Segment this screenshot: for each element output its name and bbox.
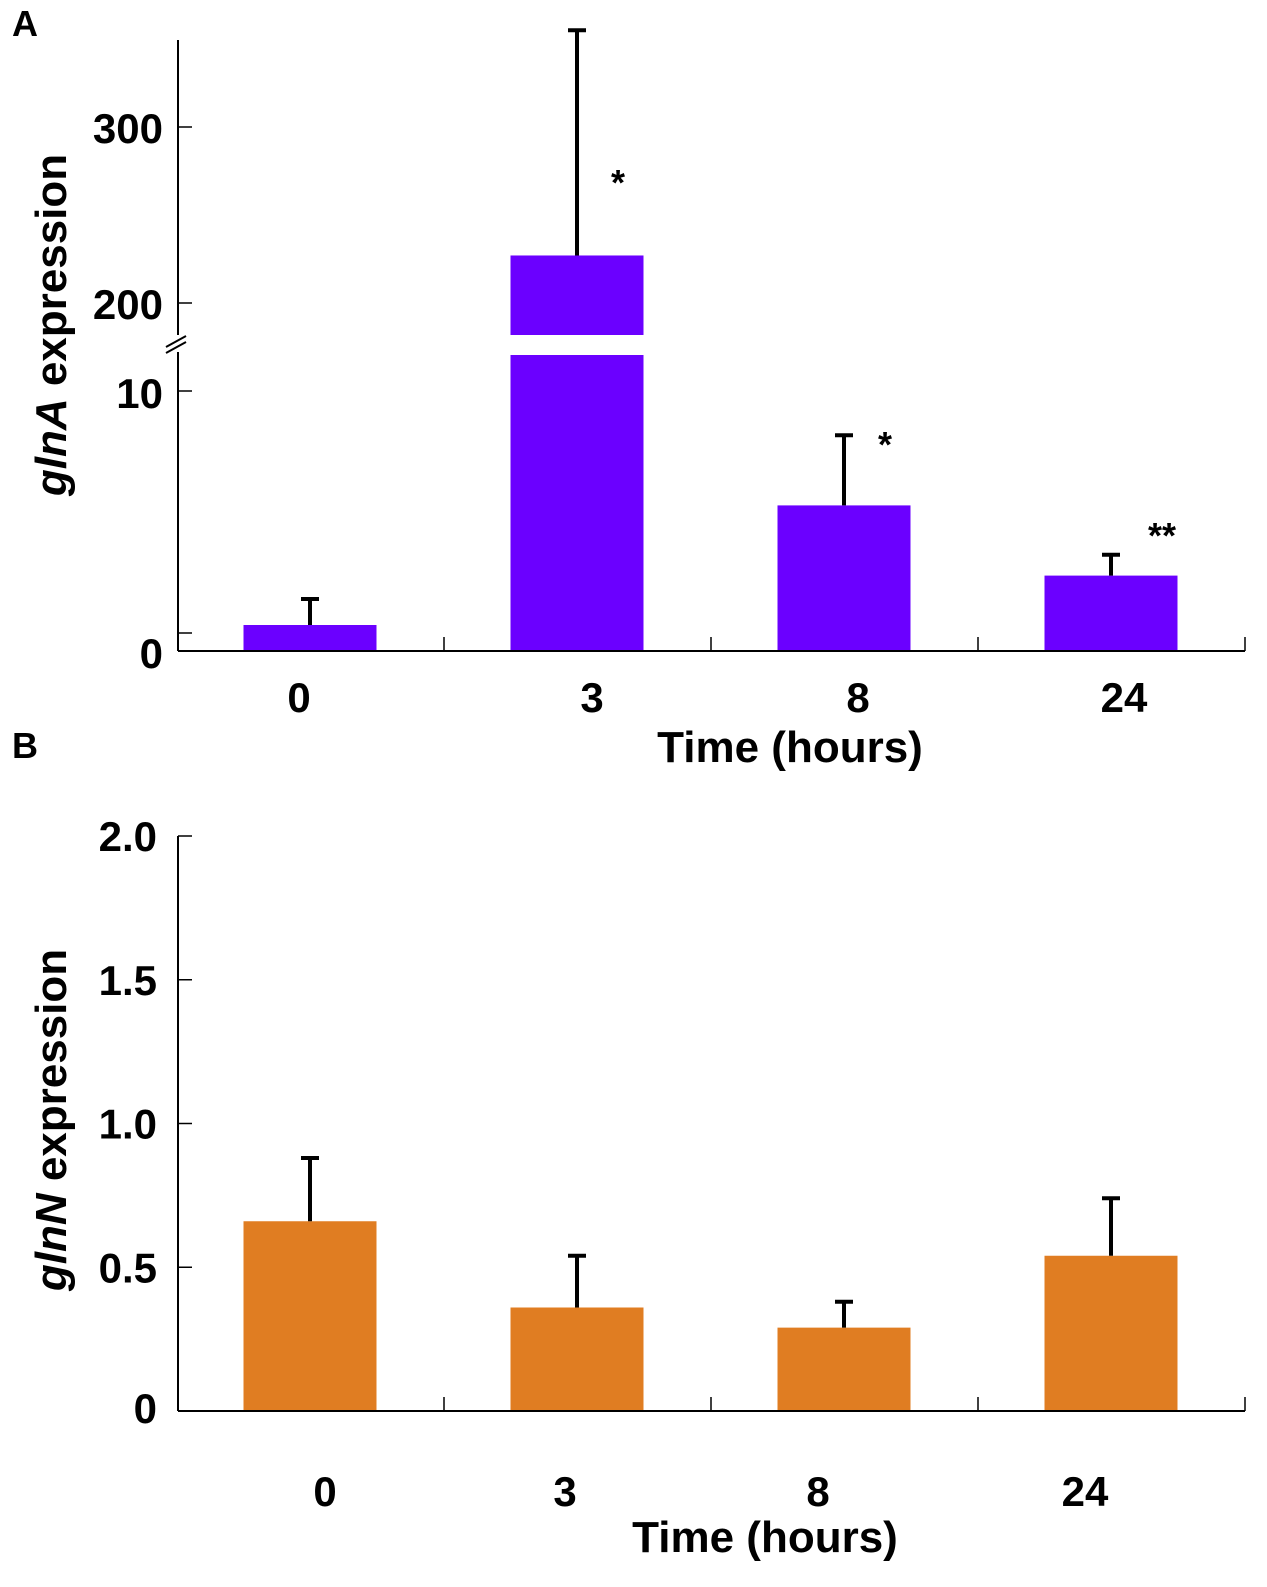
- bar: [243, 1221, 377, 1411]
- bar: [1044, 575, 1178, 651]
- bar: [510, 1307, 644, 1411]
- panel-a-y-axis-title-rest: expression: [27, 154, 76, 399]
- y-tick-label: 2.0: [99, 813, 157, 860]
- y-tick-label: 300: [93, 105, 163, 152]
- y-tick-label: 200: [93, 281, 163, 328]
- panel-a-x-ticks: 0 3 8 24: [287, 637, 1246, 721]
- x-tick-label: 24: [1062, 1468, 1109, 1515]
- panel-a-y-ticks: 0 10 200 300: [93, 105, 192, 677]
- significance-label: *: [611, 162, 625, 203]
- x-tick-label: 8: [806, 1468, 829, 1515]
- x-tick-label: 24: [1101, 674, 1148, 721]
- significance-label: **: [1148, 515, 1176, 556]
- panel-b-y-axis-title: glnN expression: [27, 949, 76, 1292]
- bar: [510, 355, 644, 651]
- panel-b-y-axis-title-rest: expression: [27, 949, 76, 1194]
- panel-a-axis-break-mark: [165, 341, 187, 354]
- panel-b-y-ticks: 0 0.5 1.0 1.5 2.0: [99, 813, 192, 1432]
- panel-b-marks: [243, 1156, 1178, 1411]
- x-tick-label: 0: [313, 1468, 336, 1515]
- significance-label: *: [878, 424, 892, 465]
- bar: [777, 1327, 911, 1411]
- y-tick-label: 1.0: [99, 1101, 157, 1148]
- panel-b: B 0 3 8 24 0 0.5 1.0 1.5 2.0 Time (hours) glnN …: [12, 725, 1246, 1562]
- panel-b-x-ticks: 0 3 8 24: [313, 1397, 1246, 1515]
- y-tick-label: 0: [134, 1385, 157, 1432]
- panel-b-x-axis-title: Time (hours): [632, 1513, 898, 1562]
- y-tick-label: 10: [116, 370, 163, 417]
- panel-b-label: B: [12, 725, 38, 766]
- y-tick-label: 1.5: [99, 957, 157, 1004]
- panel-b-y-axis-title-gene: glnN: [27, 1192, 76, 1292]
- panel-a-x-axis-title: Time (hours): [657, 723, 923, 772]
- bar: [777, 505, 911, 651]
- panel-a-label: A: [12, 3, 38, 44]
- bar: [1044, 1255, 1178, 1411]
- x-tick-label: 3: [553, 1468, 576, 1515]
- x-tick-label: 0: [287, 674, 310, 721]
- y-tick-label: 0: [140, 630, 163, 677]
- bar: [510, 255, 644, 335]
- x-tick-label: 8: [846, 674, 869, 721]
- panel-a-axis-break-mark: [165, 335, 187, 348]
- panel-a-y-axis-title: glnA expression: [27, 154, 76, 497]
- panel-a-y-axis-title-gene: glnA: [27, 398, 76, 497]
- bar: [243, 625, 377, 651]
- panel-a-marks: ****: [243, 28, 1178, 651]
- y-tick-label: 0.5: [99, 1244, 157, 1291]
- x-tick-label: 3: [580, 674, 603, 721]
